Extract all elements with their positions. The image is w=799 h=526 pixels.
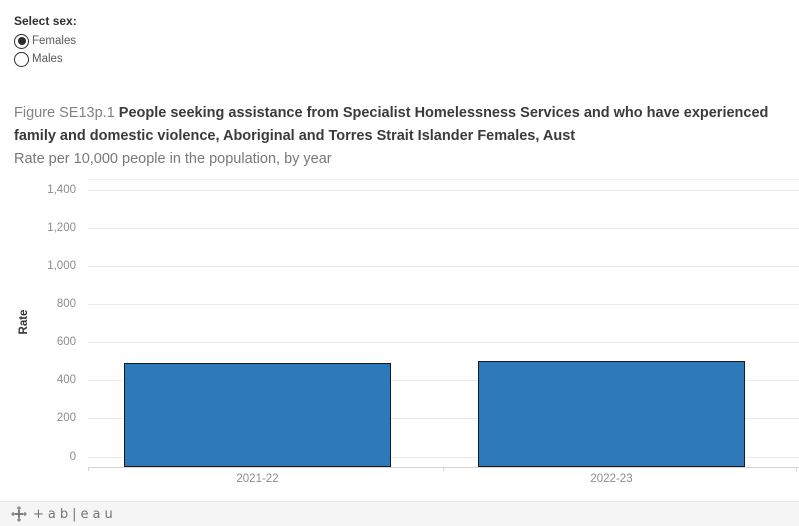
chart-subtitle: Rate per 10,000 people in the population… — [14, 151, 332, 167]
gridline — [88, 380, 799, 382]
gridline — [88, 266, 799, 268]
figure-number: Figure SE13p.1 — [14, 105, 115, 121]
radio-button-males-icon[interactable] — [14, 51, 29, 67]
radio-option-males[interactable]: Males — [14, 50, 77, 68]
gridline — [88, 304, 799, 306]
y-tick-label: 400 — [56, 374, 76, 387]
bar-2022-23[interactable] — [478, 361, 745, 467]
gridline — [88, 189, 799, 191]
gridline — [88, 342, 799, 344]
chart-title-block: Figure SE13p.1 People seeking assistance… — [14, 102, 786, 171]
tableau-logo-link[interactable]: +ab|eau — [11, 506, 117, 522]
x-tick-label: 2021-22 — [236, 473, 279, 485]
bar-chart: Rate 0 200 400 600 800 1,000 1,200 1,400 2021-22… — [18, 179, 799, 485]
bar-2021-22[interactable] — [124, 363, 391, 467]
y-tick-label: 1,000 — [47, 260, 76, 273]
radio-button-females-icon[interactable] — [14, 33, 29, 49]
tableau-wordmark: +ab|eau — [33, 506, 117, 522]
y-axis-title: Rate — [18, 309, 30, 335]
x-axis-line — [88, 467, 799, 468]
tableau-logo-icon — [11, 506, 27, 522]
y-tick-label: 800 — [56, 298, 76, 311]
gridline — [88, 456, 799, 458]
gridline — [88, 228, 799, 230]
x-axis-tick — [796, 467, 797, 471]
gridline — [88, 418, 799, 420]
y-tick-label: 600 — [56, 336, 76, 349]
radio-label-females: Females — [32, 35, 77, 47]
x-axis-tick — [442, 467, 444, 471]
x-axis-tick — [88, 467, 89, 471]
y-tick-label: 1,200 — [47, 222, 76, 235]
x-tick-label: 2022-23 — [590, 473, 633, 485]
plot-top-border — [88, 179, 799, 180]
sex-selector-label: Select sex: — [14, 14, 77, 28]
sex-selector: Select sex: Females Males — [14, 14, 77, 68]
y-tick-label: 1,400 — [47, 183, 76, 196]
radio-label-males: Males — [32, 53, 63, 65]
radio-option-females[interactable]: Females — [14, 32, 77, 50]
footer-bar: +ab|eau — [0, 501, 799, 526]
y-tick-label: 0 — [69, 450, 76, 463]
chart-title: People seeking assistance from Specialis… — [14, 105, 769, 144]
y-tick-label: 200 — [56, 412, 76, 425]
